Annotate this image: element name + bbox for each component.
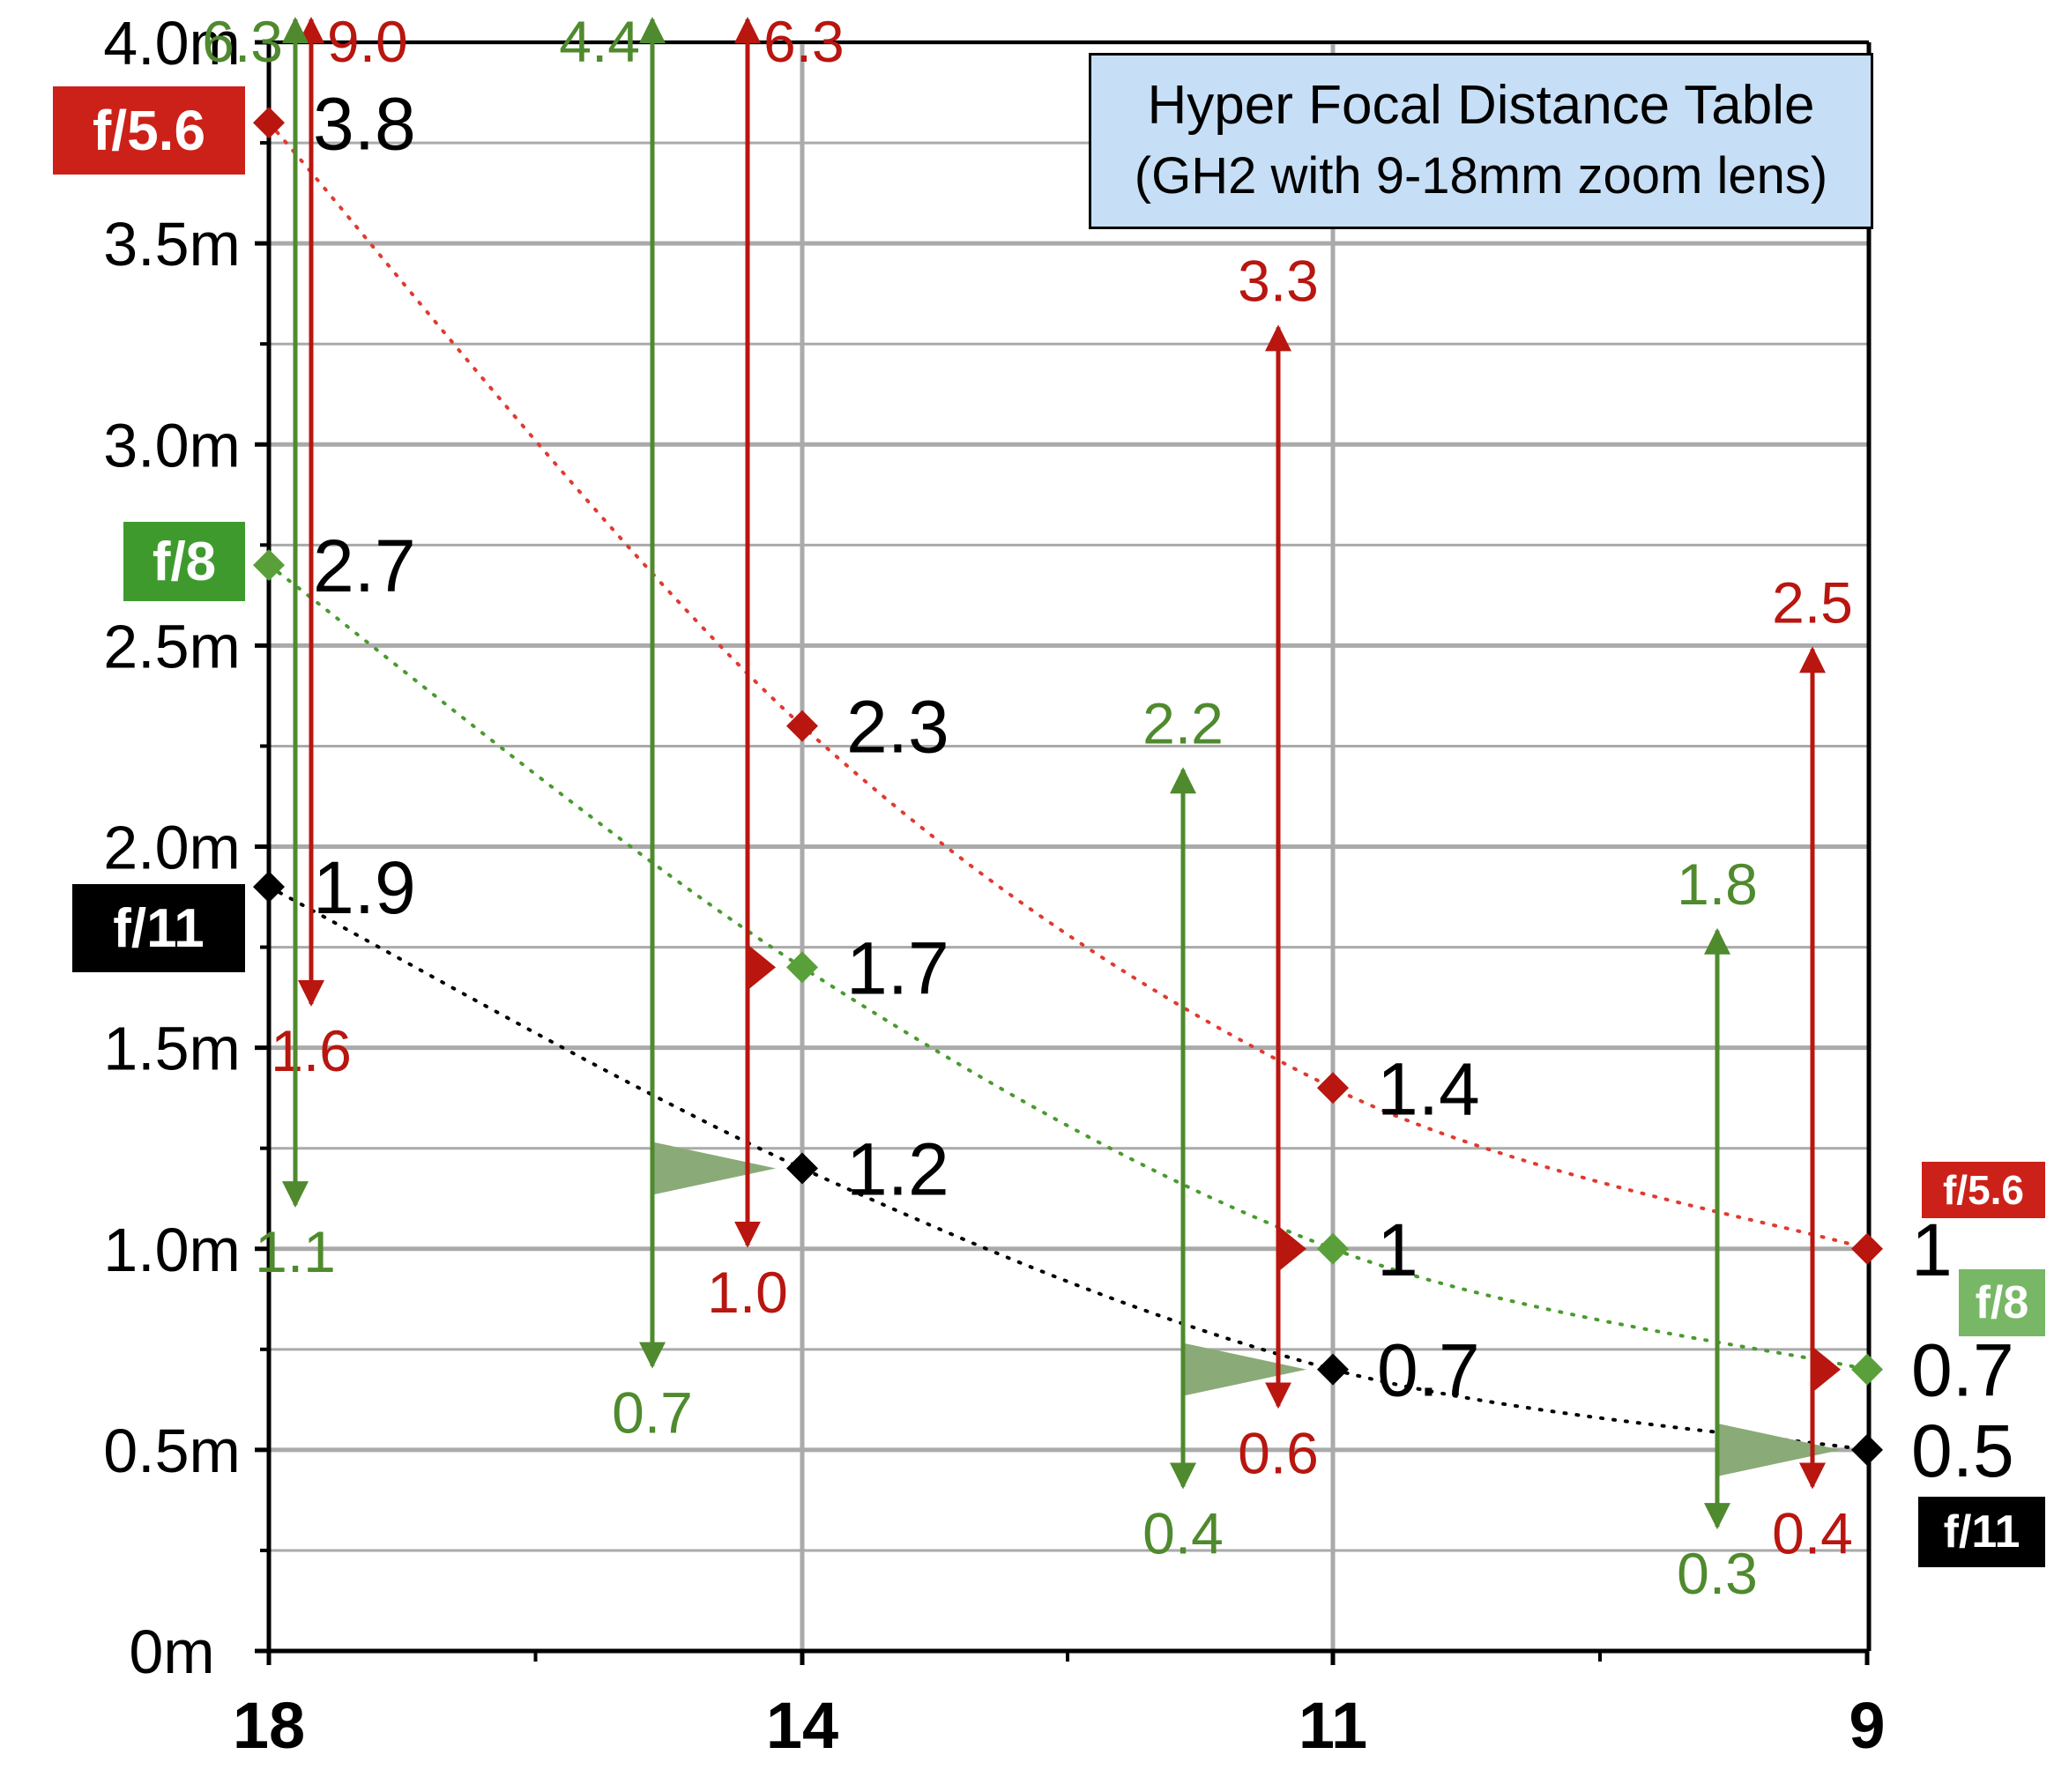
legend-badge-f56-left: f/5.6 [53, 86, 245, 175]
value-label-f8: 1.7 [846, 926, 949, 1009]
point-f8 [1317, 1232, 1349, 1265]
y-tick-label: 0m [129, 1617, 214, 1686]
value-label-f8: 2.7 [313, 524, 416, 607]
point-f56 [1851, 1232, 1883, 1265]
far-label-f8: 2.2 [1142, 690, 1224, 755]
far-label-f8: 6.3 [202, 9, 283, 74]
curve-f56 [267, 121, 1869, 1251]
value-label-f56: 3.8 [313, 82, 416, 165]
near-label-f8: 1.1 [255, 1219, 336, 1284]
y-tick-label: 2.0m [103, 814, 241, 882]
x-tick-label: 11 [1299, 1689, 1367, 1762]
point-f8 [786, 951, 818, 984]
curve-f11 [267, 885, 1869, 1452]
wedge-markers [652, 944, 1841, 1476]
wedge-marker [1183, 1342, 1306, 1396]
value-label-f56: 1.4 [1377, 1047, 1480, 1130]
value-label-f8: 1 [1377, 1208, 1418, 1291]
point-f11 [1851, 1433, 1883, 1466]
far-label-f8: 4.4 [559, 9, 640, 74]
red-wedge-marker [1812, 1346, 1841, 1393]
near-label-f8: 0.3 [1677, 1541, 1758, 1606]
y-tick-label: 3.0m [103, 411, 241, 480]
near-label-f56: 0.6 [1238, 1420, 1319, 1485]
x-tick-label: 9 [1849, 1689, 1885, 1762]
value-label-f56: 2.3 [846, 686, 949, 769]
y-tick-label: 1.0m [103, 1216, 241, 1284]
y-tick-label: 2.5m [103, 612, 241, 680]
near-label-f8: 0.4 [1142, 1501, 1224, 1566]
wedge-marker [652, 1141, 776, 1195]
red-wedge-marker [748, 944, 776, 991]
far-label-f8: 1.8 [1677, 851, 1758, 917]
x-tick-label: 18 [233, 1689, 305, 1762]
near-label-f56: 1.6 [271, 1018, 352, 1083]
y-tick-label: 3.5m [103, 210, 241, 279]
far-label-f56: 9.0 [327, 9, 408, 74]
series-curves [267, 121, 1869, 1452]
y-tick-label: 1.5m [103, 1015, 241, 1083]
x-tick-label: 14 [766, 1689, 838, 1762]
legend-badge-f11-left: f/11 [72, 884, 245, 972]
far-label-f56: 6.3 [763, 9, 845, 74]
value-label-f11: 1.9 [313, 846, 416, 929]
value-label-f11: 0.5 [1911, 1409, 2014, 1492]
legend-badge-f11-right: f/11 [1918, 1497, 2045, 1567]
near-label-f56: 0.4 [1772, 1501, 1853, 1566]
y-tick-label: 0.5m [103, 1416, 241, 1485]
chart-title-box: Hyper Focal Distance Table (GH2 with 9-1… [1089, 53, 1873, 229]
legend-badge-f8-right: f/8 [1959, 1269, 2045, 1336]
range-arrows: 9.0 1.6 6.3 1.0 3.3 0.6 2.5 0.4 6.3 1.1 4.4 0.7 2.2 0… [202, 9, 1853, 1606]
near-label-f56: 1.0 [707, 1260, 788, 1325]
point-f56 [253, 107, 285, 139]
legend-badge-f8-left: f/8 [123, 522, 245, 601]
y-tick-label: 4.0m [103, 9, 241, 78]
data-points [253, 107, 1883, 1466]
point-f8 [1851, 1353, 1883, 1386]
red-wedge-marker [1278, 1225, 1306, 1272]
legend-badge-f56-right: f/5.6 [1922, 1162, 2045, 1218]
point-f56 [786, 710, 818, 742]
far-label-f56: 3.3 [1238, 248, 1319, 313]
far-label-f56: 2.5 [1772, 569, 1853, 635]
chart-title: Hyper Focal Distance Table [1147, 75, 1815, 136]
value-label-f11: 0.7 [1377, 1329, 1480, 1412]
wedge-marker [1717, 1423, 1841, 1476]
value-label-f56: 1 [1911, 1208, 1953, 1291]
data-labels: 3.82.31.412.71.710.71.91.20.70.5 [313, 82, 2014, 1492]
near-label-f8: 0.7 [612, 1380, 693, 1446]
chart-subtitle: (GH2 with 9-18mm zoom lens) [1134, 147, 1828, 204]
point-f11 [253, 871, 285, 903]
gridlines [269, 40, 1869, 1651]
point-f11 [786, 1152, 818, 1185]
value-label-f11: 1.2 [846, 1128, 949, 1211]
value-label-f8: 0.7 [1911, 1329, 2014, 1412]
point-f11 [1317, 1353, 1349, 1386]
point-f8 [253, 549, 285, 582]
point-f56 [1317, 1072, 1349, 1104]
